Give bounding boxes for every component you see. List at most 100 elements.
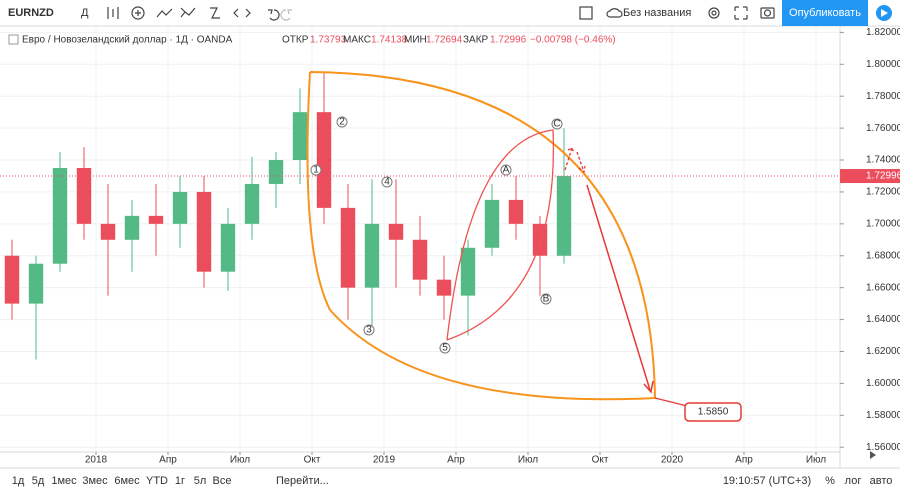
orange-arc[interactable] [306,71,657,401]
y-tick-label: 1.82000 [866,27,900,38]
toolbar: EURNZD Д Без названия Опубликовать [0,0,900,27]
toolbar-icons [107,6,775,21]
alert-icon[interactable] [210,7,220,19]
wave-marker[interactable] [439,342,451,354]
replay-icon[interactable] [233,8,251,18]
legend-low: 1.72694 [426,35,463,46]
red-arc[interactable] [446,129,555,341]
x-tick-label: Июл [230,455,250,466]
toolbar-bg [0,0,900,26]
x-tick-label: Апр [447,455,465,466]
wave-label: 2 [339,117,345,128]
candles [0,72,840,360]
range-button[interactable]: 5д [32,475,45,487]
layout-name[interactable]: Без названия [623,7,691,19]
wave-marker[interactable] [381,176,393,188]
range-button[interactable]: YTD [146,475,168,487]
legend-open: 1.73793 [310,35,347,46]
fullscreen-icon[interactable] [734,6,748,20]
x-tick-label: 2018 [85,455,108,466]
candle-body [364,223,380,288]
legend-low-label: МИН [404,35,427,46]
candle-body [76,168,92,224]
y-tick-label: 1.72000 [866,187,900,198]
templates-icon[interactable] [180,7,196,18]
y-tick-label: 1.62000 [866,346,900,357]
indicator-icon[interactable] [156,8,173,18]
red-arrow[interactable] [586,184,651,391]
wave-label: 5 [442,343,448,354]
candle-body [148,215,164,224]
layout-icon[interactable] [579,6,593,20]
last-price-label: 1.72996 [866,171,900,182]
range-button[interactable]: 6мес [114,475,140,487]
legend-change: −0.00798 (−0.46%) [530,35,616,46]
y-tick-label: 1.70000 [866,218,900,229]
range-button[interactable]: Все [213,475,232,487]
dashed-arrows[interactable] [564,147,586,174]
wave-marker[interactable] [500,164,512,176]
undo-icon[interactable] [268,9,280,21]
wave-label: A [503,165,510,176]
candle-body [436,279,452,296]
legend-high: 1.74138 [371,35,408,46]
candle-body [556,176,572,256]
candle-icon[interactable] [107,7,119,19]
percent-toggle[interactable]: % [825,475,835,487]
cloud-icon[interactable] [606,8,623,18]
auto-toggle[interactable]: авто [870,475,893,487]
wave-marker[interactable] [310,164,322,176]
symbol[interactable]: EURNZD [8,7,54,19]
legend-open-label: ОТКР [282,35,309,46]
y-tick-label: 1.56000 [866,442,900,453]
callout-box[interactable] [684,402,742,422]
candle-body [484,199,500,248]
candle-body [124,215,140,240]
x-tick-label: Июл [518,455,538,466]
range-button[interactable]: 1д [12,475,25,487]
x-tick-label: Апр [735,455,753,466]
candle-body [412,239,428,280]
publish-button[interactable] [782,0,868,26]
range-button[interactable]: 1г [175,475,185,487]
candle-body [268,160,284,184]
wave-marker[interactable] [540,293,552,305]
candle-body [508,199,524,224]
legend-title: Евро / Новозеландский доллар · 1Д · OAND… [22,35,233,46]
settings-arrow[interactable] [870,451,876,459]
publish-label[interactable]: Опубликовать [789,7,861,19]
range-button[interactable]: 5л [194,475,207,487]
snapshot-icon[interactable] [760,7,775,19]
candle-body [244,183,260,224]
candle-body [460,247,476,296]
compare-icon[interactable] [131,6,145,20]
interval[interactable]: Д [81,7,89,19]
log-toggle[interactable]: лог [845,475,862,487]
y-tick-label: 1.64000 [866,314,900,325]
y-tick-label: 1.68000 [866,250,900,261]
candle-body [316,112,332,208]
legend-close-label: ЗАКР [463,35,489,46]
y-tick-label: 1.74000 [866,155,900,166]
goto[interactable]: Перейти... [276,475,329,487]
wave-marker[interactable] [336,116,348,128]
candle-body [52,168,68,264]
legend-high-label: МАКС [343,35,371,46]
wave-marker[interactable] [363,324,375,336]
candle-body [28,263,44,304]
callout-pointer [654,397,688,407]
y-tick-label: 1.78000 [866,91,900,102]
settings-icon[interactable] [708,7,720,19]
wave-labels: 1 2 3 4 5 A B C [310,116,563,354]
bottom-bar: Перейти... 19:10:57 (UTC+3) % лог авто 1… [12,475,893,487]
legend-collapse[interactable] [8,34,19,45]
y-tick-label: 1.76000 [866,123,900,134]
wave-label: 3 [366,325,372,336]
candle-body [4,255,20,304]
range-button[interactable]: 1мес [51,475,77,487]
redo-icon[interactable] [280,9,292,21]
range-button[interactable]: 3мес [82,475,108,487]
candle-body [388,223,404,240]
wave-marker[interactable] [551,118,563,130]
